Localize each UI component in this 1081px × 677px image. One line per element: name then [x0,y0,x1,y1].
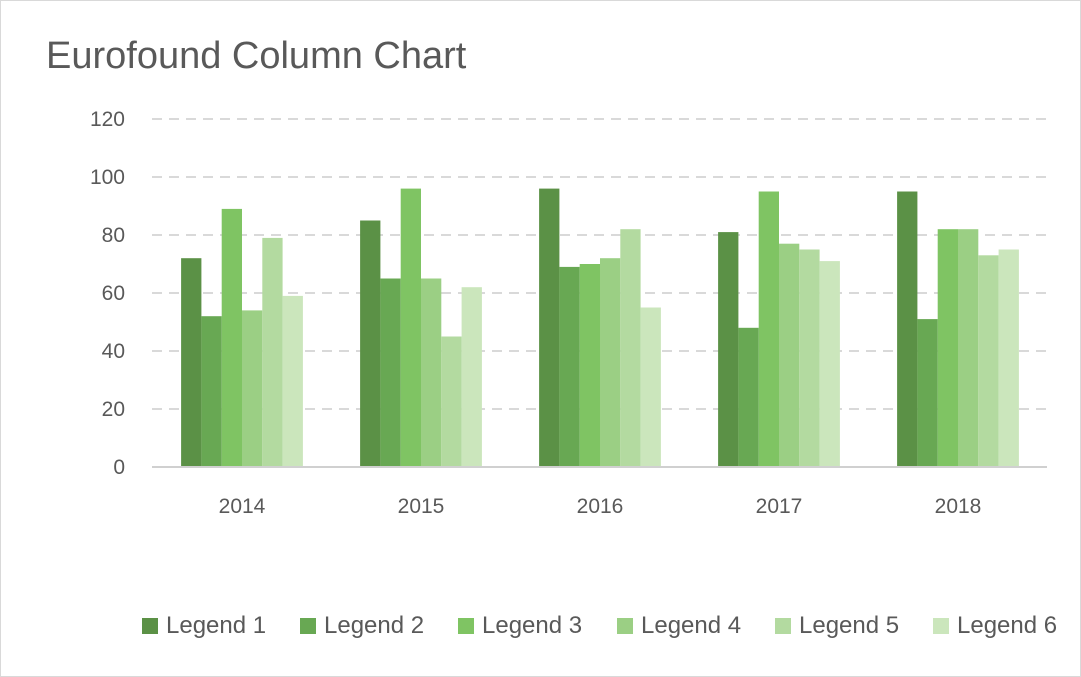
legend-label: Legend 5 [799,612,900,639]
bar [819,261,840,467]
y-tick-label: 0 [113,456,125,479]
legend: Legend 1 Legend 2 Legend 3 Legend 4 Legend 5… [1,608,1080,644]
x-tick-label: 2015 [398,495,445,518]
legend-item: Legend 4 [617,608,741,644]
legend-swatch [933,618,949,634]
legend-label: Legend 2 [324,612,425,639]
legend-label: Legend 1 [166,612,267,639]
bar [221,208,242,467]
bar [937,229,958,467]
bar [779,243,800,467]
y-tick-label: 120 [90,108,125,131]
legend-item: Legend 1 [142,608,266,644]
bar [640,307,661,467]
bar [441,336,462,467]
bar [539,188,560,467]
x-tick-label: 2016 [577,495,624,518]
x-tick-label: 2018 [935,495,982,518]
bar [380,278,401,467]
bar [758,191,779,467]
legend-swatch [300,618,316,634]
bar [579,264,600,467]
bar [600,258,621,467]
bar [559,266,580,467]
y-tick-label: 80 [102,224,125,247]
legend-label: Legend 4 [641,612,742,639]
bar [958,229,979,467]
chart-title: Eurofound Column Chart [46,35,467,77]
legend-label: Legend 6 [957,612,1058,639]
bar [242,310,263,467]
y-tick-label: 40 [102,340,125,363]
legend-swatch [617,618,633,634]
y-tick-label: 60 [102,282,125,305]
bar [978,255,999,467]
legend-item: Legend 5 [775,608,899,644]
bar [799,249,820,467]
legend-swatch [458,618,474,634]
bar [998,249,1019,467]
bar [201,316,222,467]
bar [262,237,283,467]
bar [917,319,938,467]
legend-item: Legend 3 [458,608,582,644]
y-tick-label: 100 [90,166,125,189]
legend-item: Legend 2 [300,608,424,644]
bar [897,191,918,467]
x-tick-label: 2014 [219,495,266,518]
legend-label: Legend 3 [482,612,583,639]
bar [360,220,381,467]
bar [461,287,482,467]
bar [282,295,303,467]
y-tick-label: 20 [102,398,125,421]
legend-swatch [142,618,158,634]
bar [718,232,739,467]
legend-item: Legend 6 [933,608,1057,644]
bar [421,278,442,467]
bar [620,229,641,467]
bar [738,327,759,467]
legend-swatch [775,618,791,634]
bar [400,188,421,467]
plot-area: 0 20 40 60 80 100 120 2014 2015 2016 2017 2018 [90,108,1047,518]
x-tick-label: 2017 [756,495,803,518]
bar [181,258,202,467]
